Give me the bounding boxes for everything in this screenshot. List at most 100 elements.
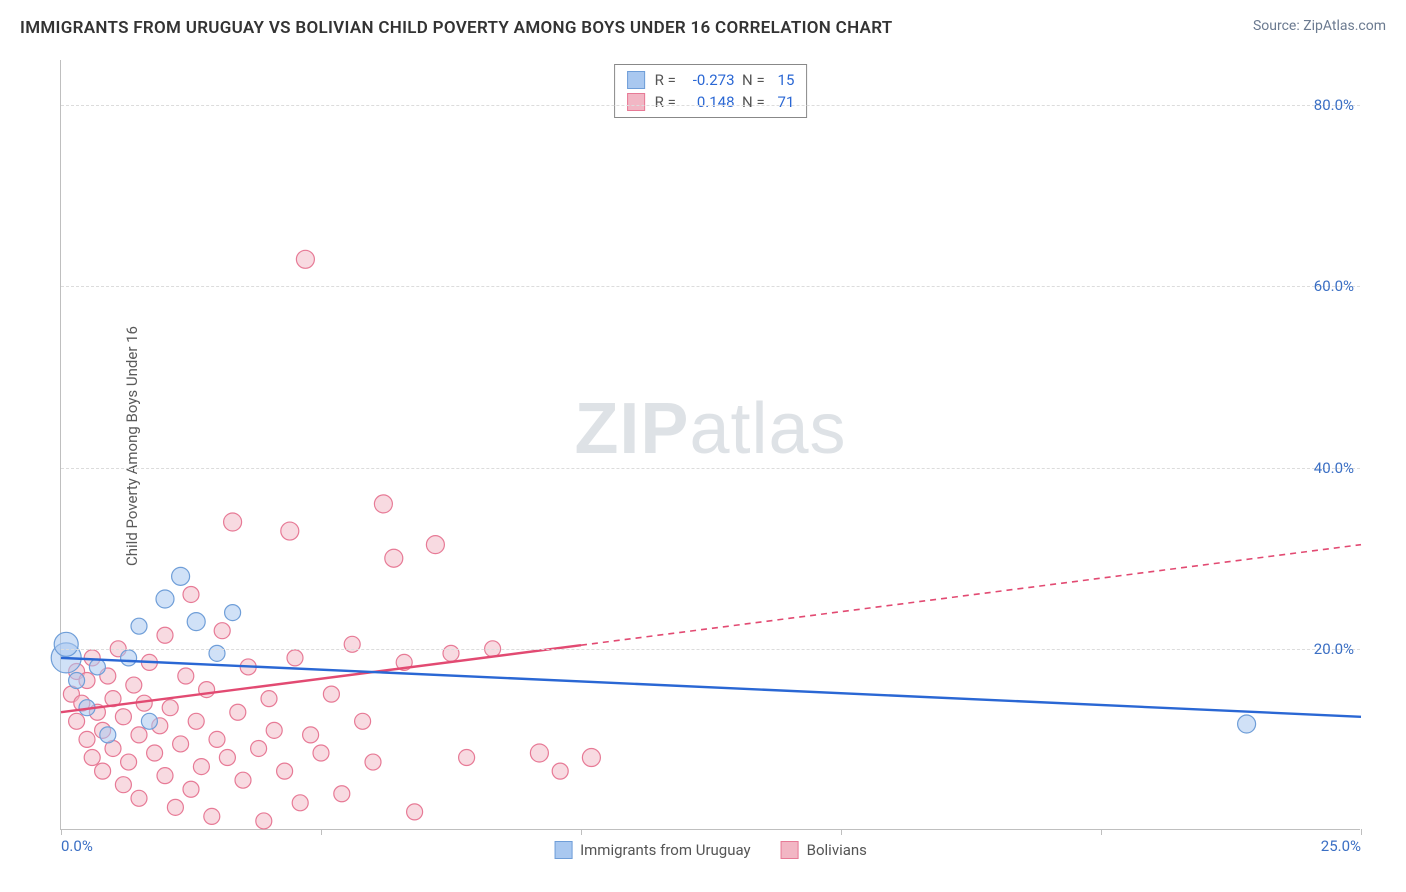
data-point: [443, 645, 459, 661]
data-point: [131, 727, 147, 743]
xtick-mark: [1101, 829, 1102, 835]
gridline: [61, 649, 1360, 650]
data-point: [188, 713, 204, 729]
data-point: [355, 713, 371, 729]
chart-header: IMMIGRANTS FROM URUGUAY VS BOLIVIAN CHIL…: [20, 18, 1386, 48]
data-point: [100, 727, 116, 743]
regression-line: [581, 545, 1361, 646]
data-point: [323, 686, 339, 702]
data-point: [224, 513, 242, 531]
xtick-mark: [61, 829, 62, 835]
xtick-mark: [841, 829, 842, 835]
data-point: [172, 567, 190, 585]
data-point: [261, 691, 277, 707]
data-point: [214, 623, 230, 639]
legend-n-label: N: [742, 71, 753, 89]
correlation-legend: R = -0.273 N = 15 R = 0.148 N = 71: [614, 64, 808, 118]
xtick-mark: [321, 829, 322, 835]
data-point: [385, 549, 403, 567]
data-point: [115, 709, 131, 725]
data-point: [219, 750, 235, 766]
data-point: [183, 586, 199, 602]
plot-area: ZIPatlas R = -0.273 N = 15 R = 0.148 N =…: [60, 60, 1360, 830]
swatch-uruguay: [627, 71, 645, 89]
data-point: [256, 813, 272, 829]
data-point: [292, 795, 308, 811]
data-point: [54, 632, 78, 656]
source-value: ZipAtlas.com: [1303, 18, 1386, 34]
data-point: [147, 745, 163, 761]
data-point: [162, 700, 178, 716]
data-point: [281, 522, 299, 540]
gridline: [61, 286, 1360, 287]
xtick-label: 0.0%: [61, 837, 93, 855]
data-point: [552, 763, 568, 779]
data-point: [1238, 715, 1256, 733]
data-point: [266, 722, 282, 738]
data-point: [69, 673, 85, 689]
data-point: [407, 804, 423, 820]
data-point: [95, 763, 111, 779]
legend-item-bolivians: Bolivians: [781, 841, 867, 859]
data-point: [582, 749, 600, 767]
data-point: [303, 727, 319, 743]
data-point: [287, 650, 303, 666]
legend-row-bolivians: R = 0.148 N = 71: [627, 91, 795, 113]
ytick-label: 60.0%: [1314, 277, 1354, 295]
legend-r-label: R: [655, 71, 664, 89]
data-point: [69, 713, 85, 729]
data-point: [530, 744, 548, 762]
data-point: [225, 605, 241, 621]
swatch-bolivians-icon: [781, 841, 799, 859]
data-point: [344, 636, 360, 652]
ytick-label: 40.0%: [1314, 459, 1354, 477]
source-attribution: Source: ZipAtlas.com: [1253, 18, 1386, 34]
data-point: [230, 704, 246, 720]
data-point: [131, 618, 147, 634]
legend-label-bolivians: Bolivians: [807, 841, 867, 859]
data-point: [178, 668, 194, 684]
data-point: [187, 613, 205, 631]
legend-n-bolivians: 71: [768, 93, 794, 111]
data-point: [459, 750, 475, 766]
data-point: [313, 745, 329, 761]
chart-container: IMMIGRANTS FROM URUGUAY VS BOLIVIAN CHIL…: [0, 0, 1406, 892]
ytick-label: 20.0%: [1314, 640, 1354, 658]
data-point: [167, 799, 183, 815]
data-point: [157, 627, 173, 643]
data-point: [209, 645, 225, 661]
xtick-label: 25.0%: [1321, 837, 1361, 855]
data-point: [131, 790, 147, 806]
data-point: [89, 659, 105, 675]
data-point: [79, 731, 95, 747]
data-point: [209, 731, 225, 747]
series-legend: Immigrants from Uruguay Bolivians: [554, 841, 867, 859]
ytick-label: 80.0%: [1314, 96, 1354, 114]
legend-item-uruguay: Immigrants from Uruguay: [554, 841, 751, 859]
data-point: [235, 772, 251, 788]
swatch-bolivians: [627, 93, 645, 111]
data-point: [334, 786, 350, 802]
plot-svg: [61, 60, 1360, 829]
legend-r-uruguay: -0.273: [680, 71, 735, 89]
data-point: [84, 750, 100, 766]
legend-label-uruguay: Immigrants from Uruguay: [580, 841, 751, 859]
data-point: [251, 740, 267, 756]
data-point: [173, 736, 189, 752]
data-point: [121, 650, 137, 666]
data-point: [204, 808, 220, 824]
xtick-mark: [581, 829, 582, 835]
swatch-uruguay-icon: [554, 841, 572, 859]
data-point: [365, 754, 381, 770]
xtick-mark: [1361, 829, 1362, 835]
data-point: [426, 536, 444, 554]
data-point: [156, 590, 174, 608]
gridline: [61, 468, 1360, 469]
data-point: [121, 754, 137, 770]
data-point: [374, 495, 392, 513]
data-point: [296, 250, 314, 268]
data-point: [157, 768, 173, 784]
data-point: [277, 763, 293, 779]
gridline: [61, 105, 1360, 106]
legend-row-uruguay: R = -0.273 N = 15: [627, 69, 795, 91]
